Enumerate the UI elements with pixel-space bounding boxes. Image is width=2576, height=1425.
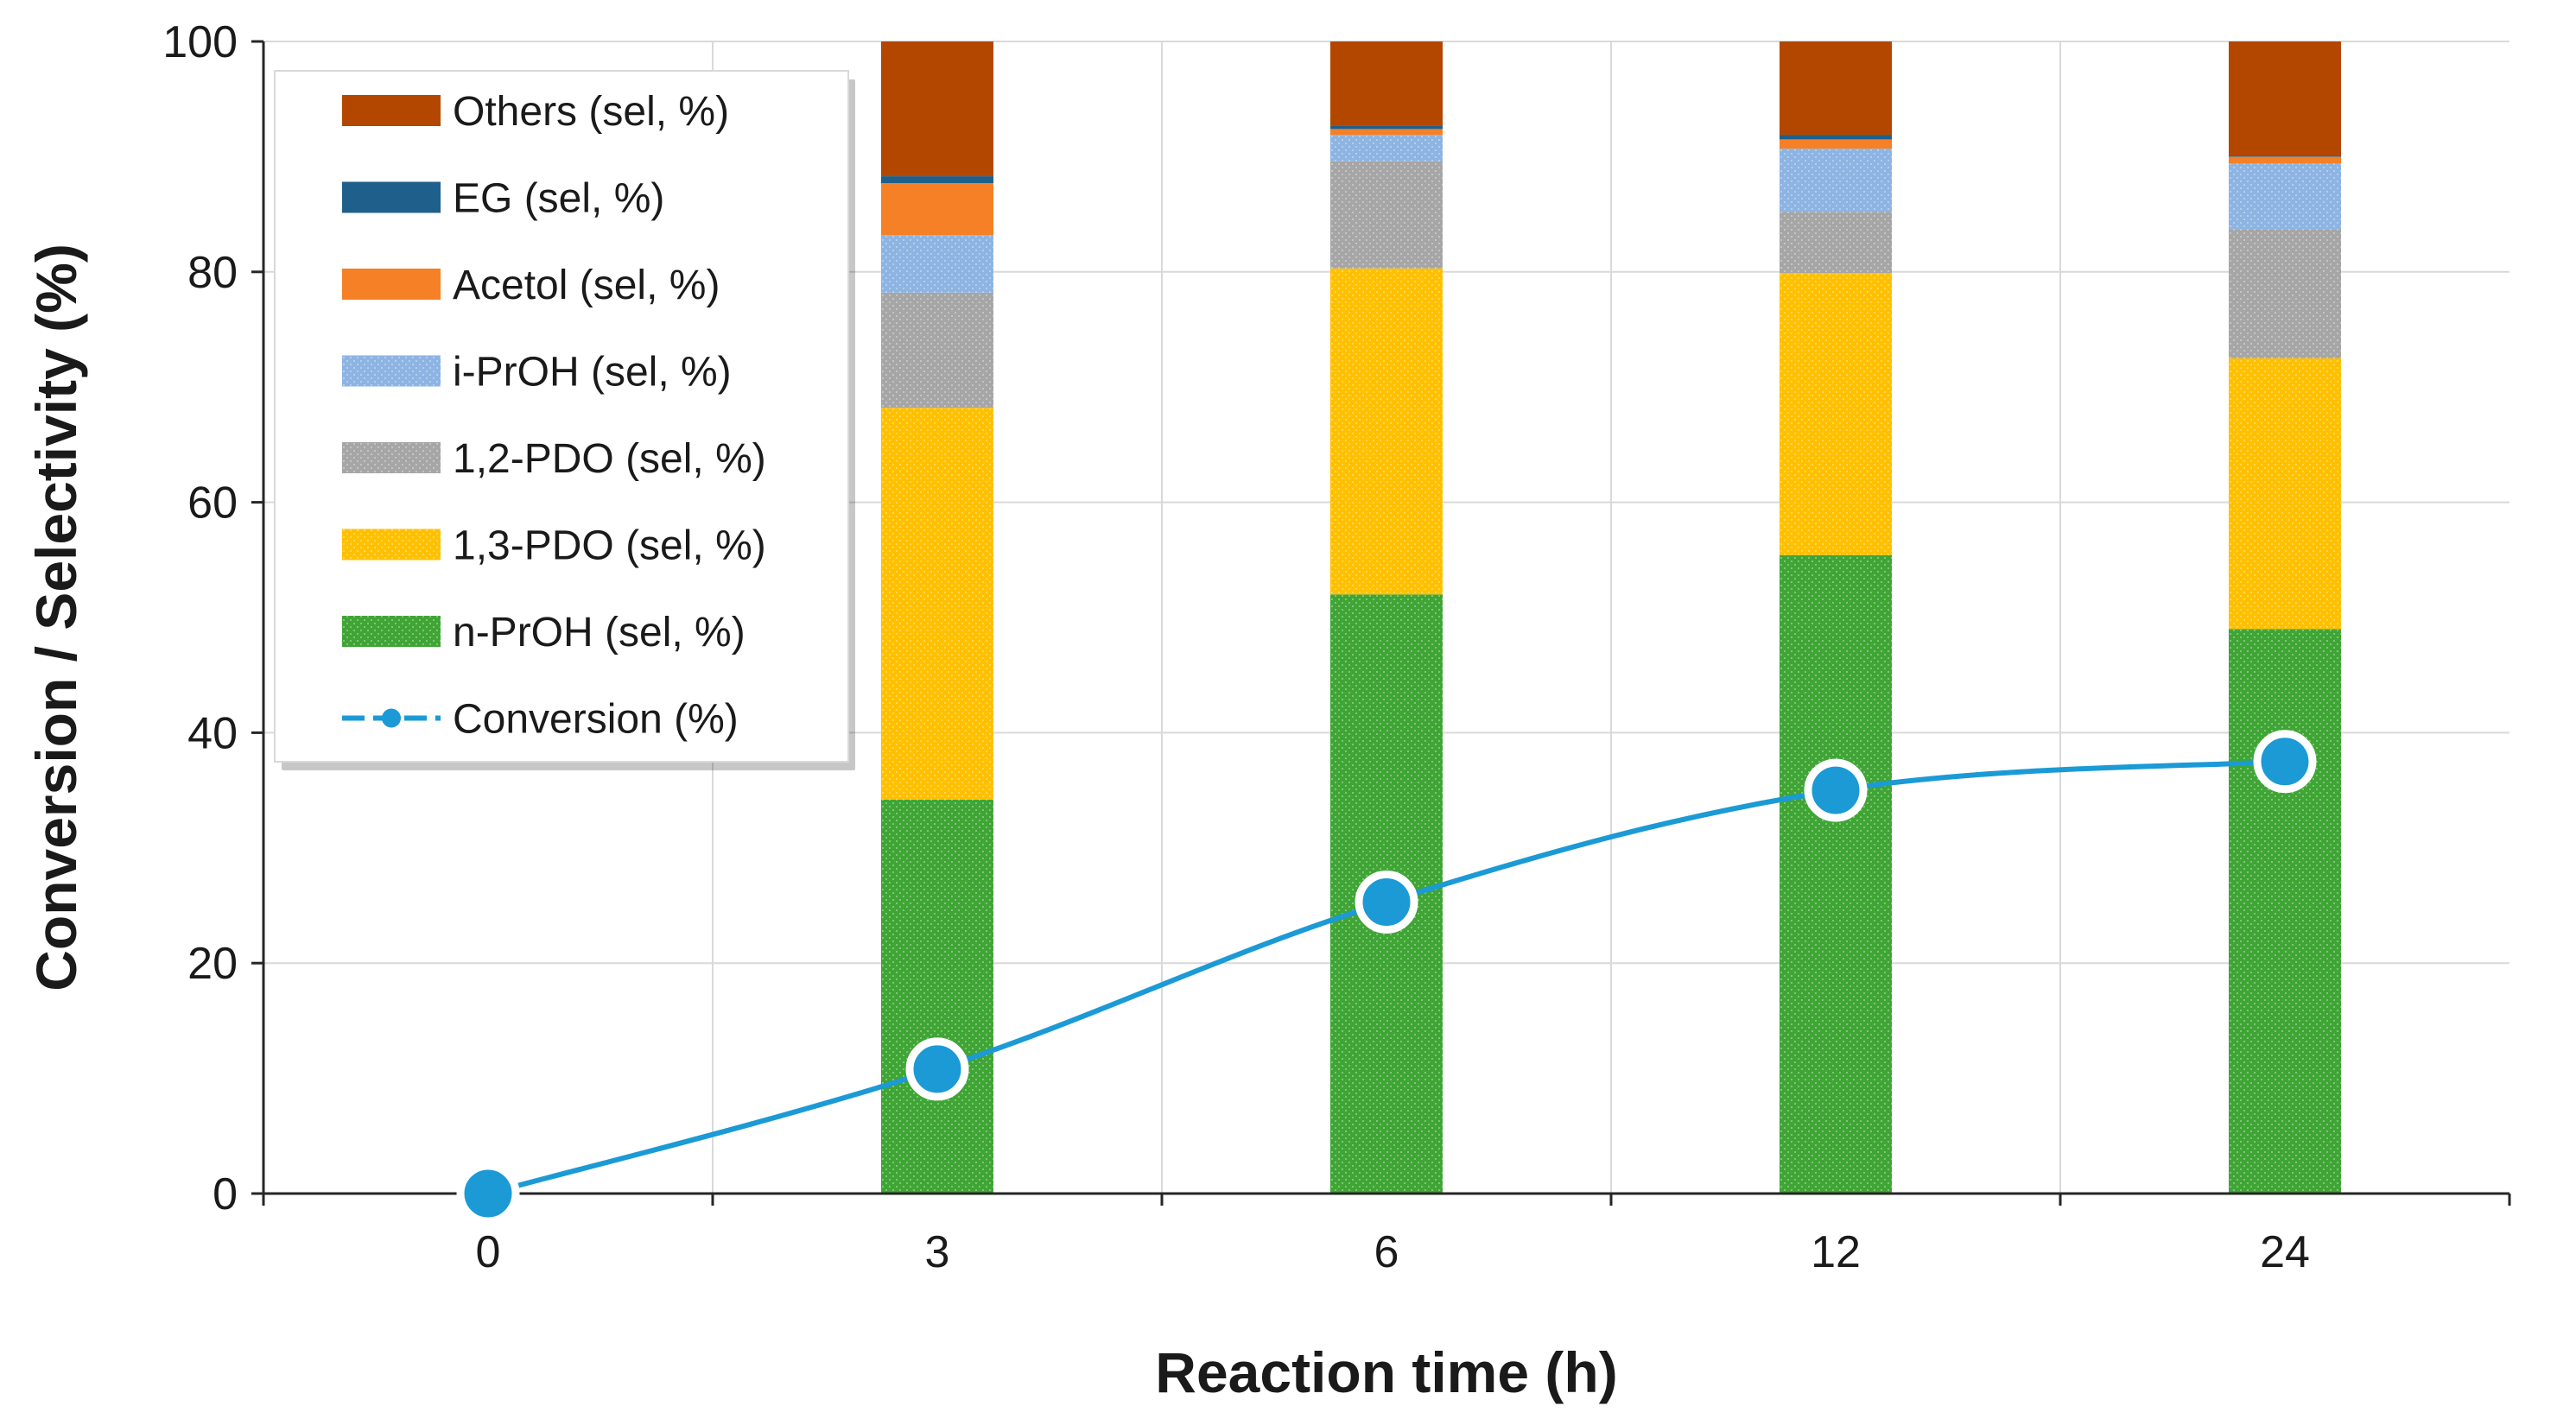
legend-swatch-i-proh-sel (342, 355, 441, 387)
x-tick-label-3: 3 (925, 1227, 950, 1277)
x-tick-label-6: 6 (1374, 1227, 1399, 1277)
legend-label-1-3-pdo-sel: 1,3-PDO (sel, %) (453, 523, 766, 569)
bar-1-3-pdo-sel-3 (881, 408, 993, 800)
legend: Others (sel, %) EG (sel, %) Acetol (sel, %… (274, 70, 855, 770)
bar-i-proh-sel-12 (1780, 149, 1892, 212)
bar-1-2-pdo-sel-24 (2229, 229, 2341, 358)
legend-swatch-n-proh-sel (342, 616, 441, 647)
y-axis-title: Conversion / Selectivity (%) (24, 244, 88, 991)
y-tick-label-40: 40 (187, 708, 238, 758)
legend-label-others-sel: Others (sel, %) (453, 89, 729, 135)
legend-label-acetol-sel: Acetol (sel, %) (453, 263, 720, 308)
legend-label-conversion: Conversion (%) (453, 697, 739, 743)
bar-i-proh-sel-3 (881, 235, 993, 293)
x-tick-label-12: 12 (1811, 1227, 1861, 1277)
bar-acetol-sel-3 (881, 183, 993, 236)
legend-swatch-acetol-sel (342, 269, 441, 300)
legend-swatch-eg-sel (342, 181, 441, 213)
legend-swatch-1-2-pdo-sel (342, 442, 441, 473)
legend-swatch-1-3-pdo-sel (342, 529, 441, 560)
x-tick-label-24: 24 (2260, 1227, 2310, 1277)
bar-1-3-pdo-sel-6 (1330, 268, 1443, 595)
bar-others-sel-12 (1780, 41, 1892, 136)
bar-eg-sel-24 (2229, 155, 2341, 157)
conversion-point-24 (2253, 730, 2317, 794)
legend-label-n-proh-sel: n-PrOH (sel, %) (453, 610, 746, 656)
conversion-point-6 (1355, 870, 1418, 934)
conversion-point-12 (1804, 758, 1868, 822)
conversion-point-3 (905, 1037, 969, 1101)
bar-acetol-sel-6 (1330, 129, 1443, 136)
bar-1-2-pdo-sel-6 (1330, 161, 1443, 269)
bar-eg-sel-6 (1330, 125, 1443, 130)
y-tick-label-100: 100 (162, 17, 238, 67)
bar-n-proh-sel-24 (2229, 629, 2341, 1194)
bar-i-proh-sel-24 (2229, 163, 2341, 230)
bar-acetol-sel-24 (2229, 156, 2341, 164)
bar-others-sel-3 (881, 41, 993, 177)
y-tick-label-20: 20 (187, 939, 238, 989)
legend-label-i-proh-sel: i-PrOH (sel, %) (453, 350, 732, 396)
y-tick-label-60: 60 (187, 478, 238, 529)
bar-n-proh-sel-12 (1780, 554, 1892, 1194)
bar-1-2-pdo-sel-12 (1780, 212, 1892, 274)
conversion-point-0 (456, 1162, 520, 1226)
bar-acetol-sel-12 (1780, 139, 1892, 149)
legend-label-eg-sel: EG (sel, %) (453, 176, 664, 222)
bar-eg-sel-12 (1780, 135, 1892, 140)
bar-1-3-pdo-sel-12 (1780, 273, 1892, 555)
y-tick-label-0: 0 (213, 1169, 238, 1219)
legend-swatch-others-sel (342, 95, 441, 126)
y-tick-label-80: 80 (187, 248, 238, 298)
bar-1-2-pdo-sel-3 (881, 292, 993, 408)
bar-others-sel-6 (1330, 41, 1443, 126)
bar-eg-sel-3 (881, 176, 993, 184)
tick-labels: 0 20 40 60 80 100 0 3 6 12 24 (162, 17, 2310, 1277)
bar-i-proh-sel-6 (1330, 135, 1443, 162)
axes (251, 40, 2511, 1206)
legend-marker-conversion (382, 708, 401, 728)
legend-box (274, 70, 849, 763)
bar-1-3-pdo-sel-24 (2229, 358, 2341, 630)
legend-label-1-2-pdo-sel: 1,2-PDO (sel, %) (453, 436, 766, 482)
x-tick-label-0: 0 (476, 1227, 501, 1277)
conversion-line (456, 730, 2317, 1226)
bar-others-sel-24 (2229, 41, 2341, 156)
x-axis-title: Reaction time (h) (1155, 1340, 1617, 1404)
bar-n-proh-sel-3 (881, 799, 993, 1194)
